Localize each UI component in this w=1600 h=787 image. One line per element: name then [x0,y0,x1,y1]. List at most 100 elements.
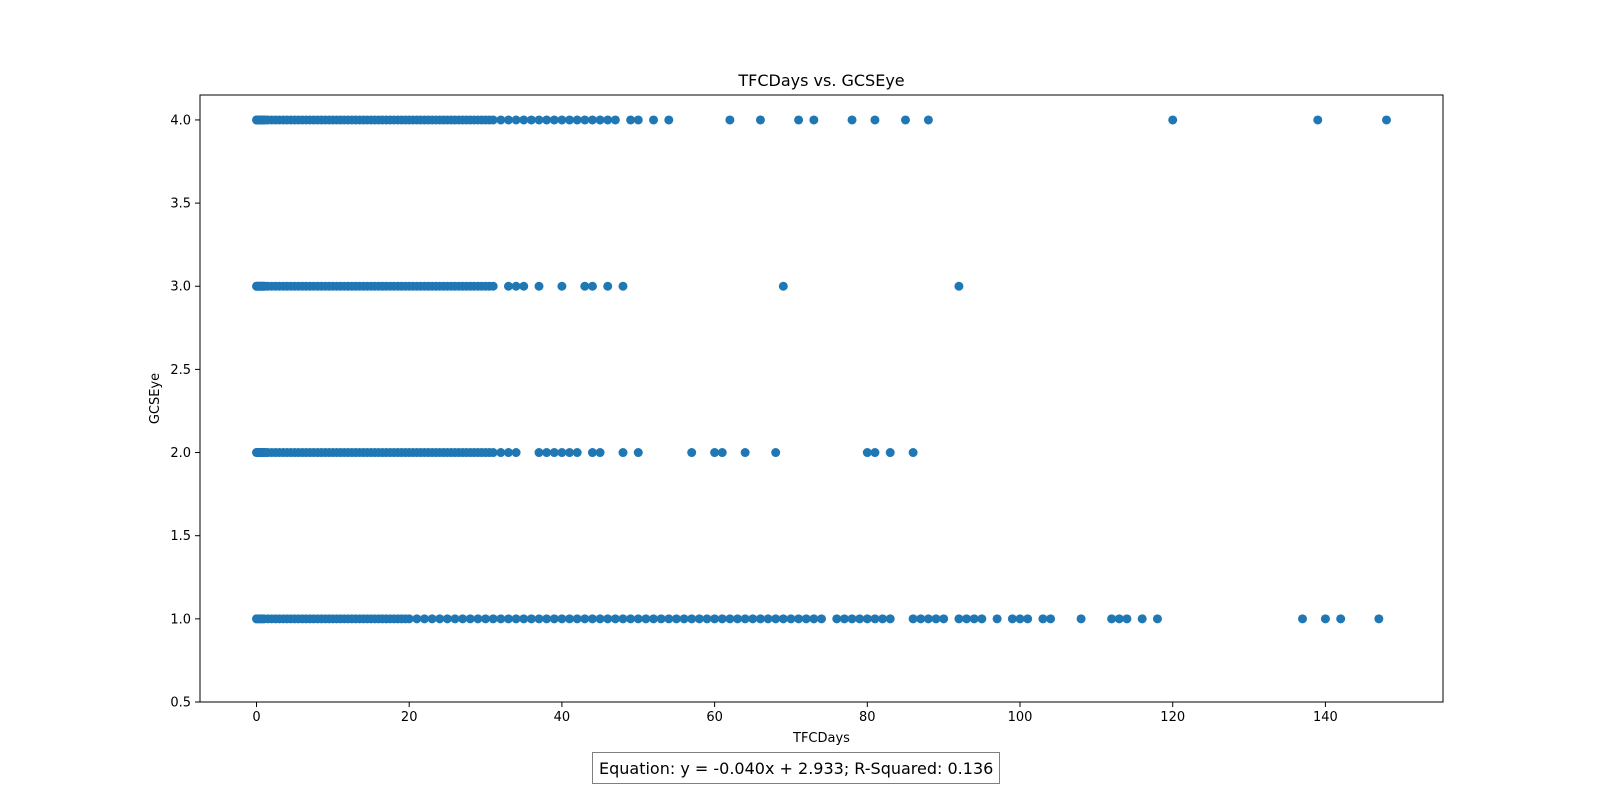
data-point [687,448,697,458]
x-axis-ticks: 0 20 40 60 80 100 120 140 [252,702,1338,725]
data-point [572,448,582,458]
data-point [725,115,735,125]
data-point [717,614,727,624]
data-point [908,448,918,458]
data-point [969,614,979,624]
data-point [610,115,620,125]
data-point [534,281,544,291]
data-point [473,614,483,624]
data-point [916,614,926,624]
data-point [580,281,590,291]
data-point [717,448,727,458]
data-point [595,448,605,458]
data-point [923,115,933,125]
data-point [817,614,826,624]
y-tick-label: 1.5 [170,529,191,544]
data-point [549,448,559,458]
data-point [1137,614,1147,624]
plot-frame [199,94,1444,703]
data-point [687,614,697,624]
data-point [664,115,674,125]
x-tick-label: 40 [554,710,571,725]
data-point [794,115,804,125]
y-axis-ticks: 0.5 1.0 1.5 2.0 2.5 3.0 3.5 4.0 [170,113,200,711]
data-point [931,614,941,624]
x-tick-label: 60 [706,710,723,725]
data-point [748,614,758,624]
data-point [641,614,651,624]
data-point [755,614,765,624]
data-point [1076,614,1086,624]
data-point [626,115,636,125]
data-point [519,614,529,624]
data-point [465,614,475,624]
data-point [771,614,781,624]
x-tick-label: 140 [1313,710,1338,725]
data-point [1107,614,1117,624]
data-point [1382,115,1391,125]
data-point [565,448,575,458]
data-point [488,448,498,458]
data-point [503,115,513,125]
data-point [992,614,1002,624]
data-point [786,614,796,624]
data-point [542,614,552,624]
x-tick-label: 80 [859,710,876,725]
data-point [511,281,521,291]
data-point [839,614,849,624]
data-point [557,281,567,291]
data-point [870,448,880,458]
data-point [725,614,735,624]
data-point [778,614,788,624]
data-point [587,281,597,291]
data-point [519,281,529,291]
data-point [633,614,643,624]
data-point [847,115,857,125]
data-point [603,281,613,291]
data-point [1007,614,1017,624]
data-point [427,614,437,624]
data-point [664,614,674,624]
data-point [488,281,498,291]
data-point [458,614,468,624]
data-point [534,448,544,458]
data-point [626,614,636,624]
data-point [977,614,987,624]
y-tick-label: 4.0 [170,113,191,128]
scatter-points [252,115,1391,624]
data-point [519,115,529,125]
data-point [649,614,659,624]
data-point [870,614,880,624]
data-point [954,281,964,291]
data-point [580,115,590,125]
data-point [763,614,773,624]
data-point [885,448,895,458]
data-point [572,115,582,125]
data-point [733,614,743,624]
data-point [755,115,765,125]
data-point [481,614,491,624]
data-point [1298,614,1308,624]
data-point [1168,115,1178,125]
x-tick-label: 100 [1008,710,1033,725]
data-point [565,115,575,125]
y-tick-label: 3.5 [170,197,191,212]
data-point [419,614,429,624]
data-point [939,614,949,624]
data-point [503,614,513,624]
data-point [534,115,544,125]
data-point [710,614,720,624]
data-point [587,448,597,458]
data-point [694,614,704,624]
data-point [412,614,422,624]
data-point [435,614,445,624]
y-tick-label: 0.5 [170,696,191,711]
data-point [1023,614,1033,624]
data-point [549,614,559,624]
data-point [595,614,605,624]
data-point [778,281,788,291]
data-point [404,614,414,624]
data-point [595,115,605,125]
data-point [671,614,681,624]
